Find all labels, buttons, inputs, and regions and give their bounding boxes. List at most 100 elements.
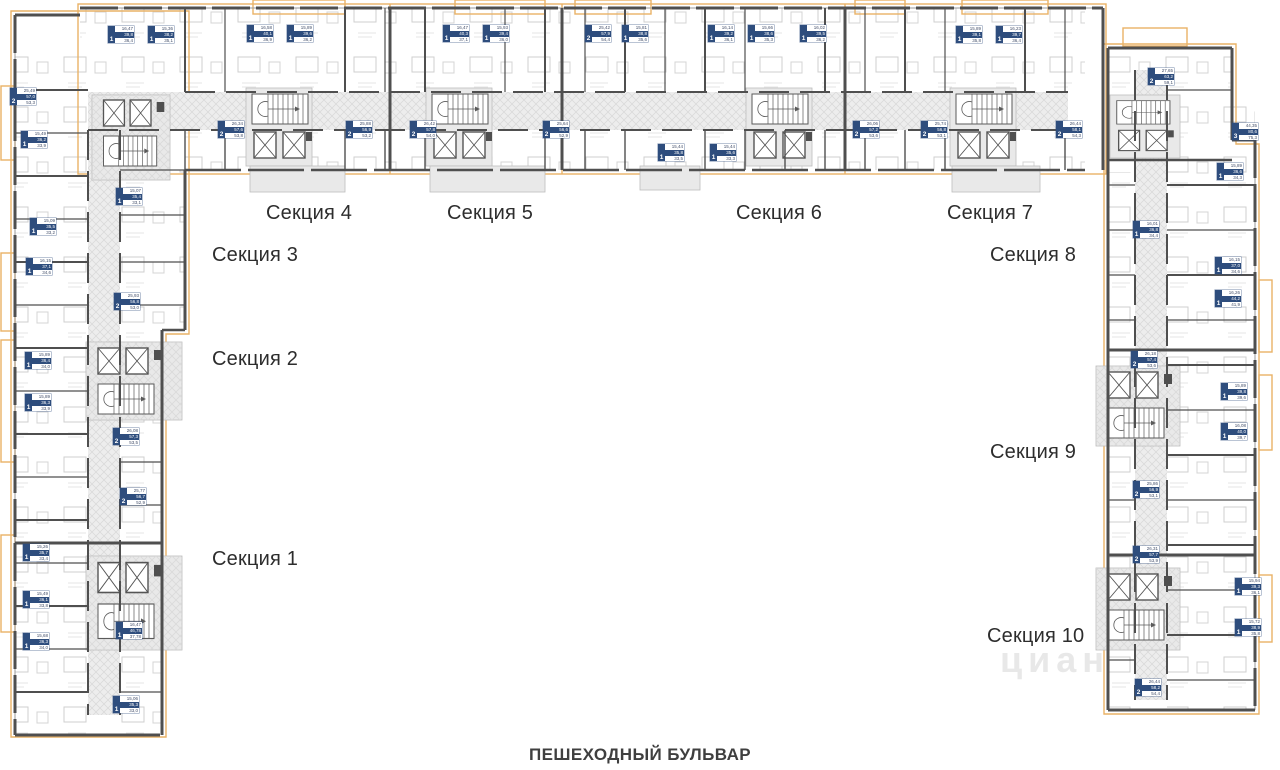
unit-label[interactable]: 2 25,64 56,6 52,9 (543, 121, 569, 138)
unit-area-top: 15,26 (36, 544, 48, 549)
unit-label[interactable]: 1 16,15 37,0 34,6 (1215, 257, 1241, 274)
unit-area-bot: 35,6 (638, 36, 647, 42)
unit-rooms-count: 2 (1135, 679, 1142, 696)
unit-area-mid: 36,4 (32, 357, 51, 364)
unit-area-bot: 54,4 (1151, 690, 1160, 696)
unit-area-bot: 54,3 (1072, 132, 1081, 138)
unit-label[interactable]: 1 16,08 40,0 39,7 (1221, 423, 1247, 440)
unit-area-mid: 35,5 (37, 223, 56, 230)
unit-label[interactable]: 1 16,47 39,8 36,4 (108, 26, 134, 43)
unit-label[interactable]: 2 26,44 58,2 54,4 (1135, 679, 1161, 696)
unit-label[interactable]: 1 15,81 38,8 35,6 (622, 25, 648, 42)
unit-rooms-count: 1 (26, 258, 33, 275)
unit-label[interactable]: 2 27,65 63,2 59,1 (1148, 68, 1174, 85)
unit-label[interactable]: 2 25,77 56,7 52,9 (120, 488, 146, 505)
unit-label[interactable]: 1 16,23 39,7 36,4 (996, 26, 1022, 43)
unit-label[interactable]: 1 15,49 36,2 33,9 (21, 131, 47, 148)
unit-label[interactable]: 2 26,08 57,3 53,5 (113, 428, 139, 445)
unit-area-bot: 33,9 (37, 142, 46, 148)
unit-area-mid: 80,6 (1239, 128, 1258, 135)
unit-label[interactable]: 1 15,93 39,4 36,0 (483, 25, 509, 42)
unit-rooms-count: 2 (1148, 68, 1155, 85)
unit-rooms-count: 2 (585, 25, 592, 42)
unit-label[interactable]: 1 15,44 35,8 33,5 (658, 144, 684, 161)
unit-area-mid: 38,6 (755, 30, 774, 37)
unit-rooms-count: 2 (346, 121, 353, 138)
unit-area-top: 15,89 (1230, 163, 1242, 168)
unit-area-top: 16,01 (1146, 221, 1158, 226)
unit-area-bot: 52,9 (559, 132, 568, 138)
unit-area-bot: 53,3 (26, 99, 35, 105)
unit-area-mid: 36,6 (1224, 168, 1243, 175)
unit-label[interactable]: 1 15,89 36,3 33,9 (25, 394, 51, 411)
unit-label[interactable]: 1 16,26 44,2 41,9 (1215, 290, 1241, 307)
unit-label[interactable]: 2 26,44 58,1 54,3 (1056, 121, 1082, 138)
unit-area-bot: 34,0 (39, 644, 48, 650)
unit-area-mid: 57,6 (225, 126, 244, 133)
unit-label[interactable]: 2 25,49 57,0 53,3 (10, 88, 36, 105)
unit-label[interactable]: 1 15,89 36,4 34,0 (25, 352, 51, 369)
unit-area-top: 16,08 (1234, 423, 1246, 428)
unit-area-bot: 33,9 (41, 405, 50, 411)
unit-area-top: 16,15 (39, 258, 51, 263)
unit-label[interactable]: 2 25,42 57,9 54,4 (585, 25, 611, 42)
unit-label[interactable]: 1 15,44 35,6 33,3 (710, 144, 736, 161)
unit-label[interactable]: 1 15,89 39,6 36,2 (287, 25, 313, 42)
unit-area-bot: 34,3 (1233, 174, 1242, 180)
unit-area-mid: 38,2 (155, 31, 174, 38)
unit-area-bot: 53,8 (234, 132, 243, 138)
unit-label[interactable]: 2 26,42 57,8 54,0 (410, 121, 436, 138)
unit-rooms-count: 1 (116, 622, 123, 639)
unit-label[interactable]: 1 16,01 36,8 34,4 (1133, 221, 1159, 238)
unit-area-mid: 40,0 (1228, 428, 1247, 435)
unit-area-mid: 57,7 (1140, 551, 1159, 558)
unit-rooms-count: 1 (116, 188, 123, 205)
unit-area-bot: 36,2 (303, 36, 312, 42)
unit-label[interactable]: 1 15,89 39,8 39,6 (1221, 383, 1247, 400)
unit-area-bot: 36,0 (499, 36, 508, 42)
unit-label[interactable]: 1 15,26 35,7 33,4 (23, 544, 49, 561)
unit-area-top: 16,02 (813, 25, 825, 30)
unit-label[interactable]: 1 15,72 38,9 35,8 (1235, 619, 1261, 636)
unit-rooms-count: 1 (996, 26, 1003, 43)
unit-label[interactable]: 1 15,06 35,3 33,0 (113, 696, 139, 713)
unit-label[interactable]: 1 16,47 46,78 37,78 (116, 622, 142, 639)
unit-label[interactable]: 1 16,15 37,1 34,6 (26, 258, 52, 275)
unit-area-bot: 36,2 (816, 36, 825, 42)
unit-label[interactable]: 2 25,88 56,9 53,2 (346, 121, 372, 138)
unit-area-mid: 57,3 (120, 433, 139, 440)
unit-label[interactable]: 3 44,35 80,6 75,3 (1232, 123, 1258, 140)
unit-area-top: 15,07 (129, 188, 141, 193)
unit-label[interactable]: 1 15,07 35,4 33,1 (116, 188, 142, 205)
unit-label[interactable]: 2 25,74 56,8 53,1 (921, 121, 947, 138)
unit-label[interactable]: 1 15,89 36,6 34,3 (1217, 163, 1243, 180)
unit-label[interactable]: 1 16,02 39,5 36,2 (800, 25, 826, 42)
unit-label[interactable]: 2 26,31 57,7 53,9 (1133, 546, 1159, 563)
unit-label[interactable]: 1 15,89 39,1 35,8 (956, 26, 982, 43)
unit-label[interactable]: 2 25,86 56,9 53,1 (1133, 481, 1159, 498)
unit-label[interactable]: 1 16,47 40,3 37,1 (443, 25, 469, 42)
unit-area-mid: 39,4 (490, 30, 509, 37)
unit-area-top: 26,42 (423, 121, 435, 126)
unit-label[interactable]: 2 26,06 57,2 53,6 (853, 121, 879, 138)
unit-label[interactable]: 2 26,18 57,4 53,6 (1131, 351, 1157, 368)
unit-label[interactable]: 2 25,93 56,8 53,0 (114, 293, 140, 310)
unit-area-mid: 56,8 (928, 126, 947, 133)
unit-area-mid: 44,2 (1222, 295, 1241, 302)
unit-label[interactable]: 1 15,66 38,6 35,3 (748, 25, 774, 42)
unit-label[interactable]: 1 15,68 36,3 34,0 (23, 633, 49, 650)
unit-label[interactable]: 1 16,58 40,1 36,9 (247, 25, 273, 42)
unit-label[interactable]: 2 26,34 57,6 53,8 (218, 121, 244, 138)
section-label: Секция 8 (990, 244, 1077, 266)
unit-label[interactable]: 1 15,49 36,1 33,8 (23, 591, 49, 608)
unit-rooms-count: 2 (543, 121, 550, 138)
unit-area-top: 25,42 (598, 25, 610, 30)
unit-rooms-count: 1 (25, 352, 32, 369)
unit-label[interactable]: 1 16,14 39,2 36,1 (708, 25, 734, 42)
unit-rooms-count: 2 (1131, 351, 1138, 368)
unit-label[interactable]: 1 15,94 39,3 36,1 (1235, 578, 1261, 595)
unit-label[interactable]: 1 15,09 35,5 33,2 (30, 218, 56, 235)
section-label: Секция 6 (736, 202, 823, 224)
unit-label[interactable]: 1 15,36 38,2 35,1 (148, 26, 174, 43)
